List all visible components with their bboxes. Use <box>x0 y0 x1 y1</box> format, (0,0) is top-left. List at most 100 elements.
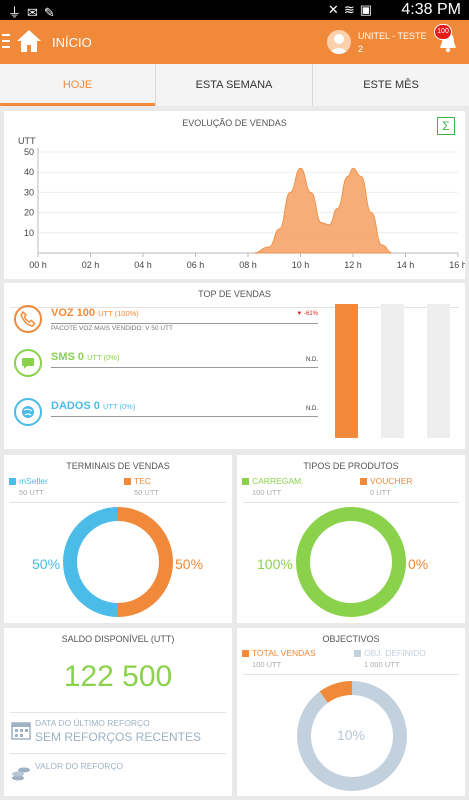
last-top-up-value: SEM REFORÇOS RECENTES <box>35 730 202 744</box>
voice-share-bar-fill <box>335 304 358 438</box>
legend-voucher: VOUCHER 0 UTT <box>360 476 413 497</box>
x-tick-label: 12 h <box>344 260 362 270</box>
voice-share-bar <box>335 304 358 438</box>
clock: 4:38 PM <box>401 1 461 18</box>
x-tick-label: 16 h <box>449 260 465 270</box>
globe-icon <box>14 398 42 426</box>
status-bar: ⏚✉✎ ✕≋▣ 4:38 PM <box>0 0 469 20</box>
x-tick-label: 04 h <box>134 260 152 270</box>
data-nd: N.D. <box>306 406 318 412</box>
sms-share-bar <box>381 304 404 438</box>
x-tick-label: 02 h <box>82 260 100 270</box>
voice-change: ▼ -61% <box>296 311 318 317</box>
tab-este-mes[interactable]: ESTE MÊS <box>363 79 419 91</box>
x-tick-label: 14 h <box>397 260 415 270</box>
divider <box>10 712 226 713</box>
tab-hoje[interactable]: HOJE <box>0 64 156 106</box>
sms-unit: UTT (0%) <box>87 353 120 362</box>
divider <box>10 307 459 308</box>
data-share-bar <box>427 304 450 438</box>
x-tick-label: 00 h <box>29 260 47 270</box>
tec-pct: 50% <box>175 556 204 572</box>
notification-icons: ⏚✉✎ <box>8 5 61 20</box>
divider <box>51 367 318 368</box>
terminals-donut <box>63 507 173 617</box>
divider <box>51 416 318 417</box>
divider <box>243 674 459 675</box>
objectives-card: OBJECTIVOS TOTAL VENDAS 100 UTT OBJ. DEF… <box>237 628 465 796</box>
chart-title: EVOLUÇÃO DE VENDAS <box>182 118 287 128</box>
y-tick-label: 30 <box>24 187 34 197</box>
legend-obj-defined: OBJ. DEFINIDO 1 000 UTT <box>354 648 426 669</box>
y-tick-label: 40 <box>24 167 34 177</box>
donut-segment <box>319 681 353 704</box>
sales-evolution-chart: 10 20 30 40 50 00 h 02 h 04 h 06 h 08 h 10 h 12 h 14… <box>24 147 465 270</box>
system-icons: ✕≋▣ <box>327 2 377 17</box>
voice-unit: UTT (100%) <box>98 309 139 318</box>
legend-tec: TEC 50 UTT <box>124 476 159 497</box>
data-label: DADOS 0 <box>51 400 100 412</box>
top-sales-title: TOP DE VENDAS <box>198 289 271 299</box>
terminals-title: TERMINAIS DE VENDAS <box>66 461 170 471</box>
user-info[interactable]: UNITEL - TESTE 2 <box>358 30 427 56</box>
objectives-title: OBJECTIVOS <box>322 634 380 644</box>
period-tabs: HOJE ESTA SEMANA ESTE MÊS <box>0 64 469 106</box>
coins-icon <box>12 767 30 781</box>
voucher-pct: 0% <box>408 556 429 572</box>
chat-icon <box>14 349 42 377</box>
y-tick-label: 20 <box>24 208 34 218</box>
y-tick-label: 50 <box>24 147 34 157</box>
x-tick-label: 06 h <box>187 260 205 270</box>
sms-label: SMS 0 <box>51 351 85 363</box>
sms-nd: N.D. <box>306 357 318 363</box>
legend-carregam: CARREGAM. 100 UTT <box>242 476 303 497</box>
voice-label: VOZ 100 <box>51 307 96 319</box>
divider <box>10 753 226 754</box>
balance-title: SALDO DISPONÍVEL (UTT) <box>61 634 175 644</box>
avatar[interactable] <box>327 30 351 54</box>
donut-segment <box>117 507 173 617</box>
notification-badge: 100 <box>434 24 452 40</box>
phone-icon <box>14 305 42 333</box>
voice-row[interactable]: VOZ 100 UTT (100%) ▼ -61% PACOTE VOZ MAI… <box>14 305 318 341</box>
tab-esta-semana[interactable]: ESTA SEMANA <box>156 64 313 106</box>
user-name: UNITEL - TESTE <box>358 31 427 41</box>
balance-card: SALDO DISPONÍVEL (UTT) 122 500 DATA DO Ú… <box>4 628 232 796</box>
legend-mseller: mSeller 50 UTT <box>9 476 48 497</box>
calendar-icon <box>11 722 31 740</box>
x-tick-label: 08 h <box>239 260 257 270</box>
mseller-pct: 50% <box>32 556 61 572</box>
product-types-title: TIPOS DE PRODUTOS <box>303 461 399 471</box>
sum-icon[interactable]: Σ <box>437 117 455 135</box>
sales-evolution-card: EVOLUÇÃO DE VENDAS Σ UTT 10 20 30 40 50 00 h 0… <box>4 111 465 279</box>
sales-area <box>253 167 393 254</box>
user-icon <box>329 34 349 54</box>
products-donut <box>296 507 406 617</box>
legend-total-sales: TOTAL VENDAS 100 UTT <box>242 648 316 669</box>
page-title: INÍCIO <box>52 35 92 50</box>
app-bar: INÍCIO UNITEL - TESTE 2 100 <box>0 20 469 64</box>
last-top-up-label: DATA DO ÚLTIMO REFORÇO <box>35 718 150 728</box>
sms-row[interactable]: SMS 0 UTT (0%) N.D. <box>14 349 318 385</box>
donut-segment <box>297 681 407 791</box>
user-id: 2 <box>358 44 364 54</box>
carregam-pct: 100% <box>257 556 293 572</box>
y-axis-label: UTT <box>18 136 36 146</box>
data-row[interactable]: DADOS 0 UTT (0%) N.D. <box>14 398 318 434</box>
divider <box>10 502 226 503</box>
sales-terminals-card: TERMINAIS DE VENDAS mSeller 50 UTT TEC 5… <box>4 455 232 623</box>
objectives-donut <box>297 681 407 791</box>
objectives-pct: 10% <box>336 727 366 743</box>
donut-segment <box>296 507 406 617</box>
y-tick-label: 10 <box>24 228 34 238</box>
data-unit: UTT (0%) <box>102 402 136 411</box>
voice-top-package: PACOTE VOZ MAIS VENDIDO: V 50 UTT <box>51 325 173 332</box>
product-types-card: TIPOS DE PRODUTOS CARREGAM. 100 UTT VOUC… <box>237 455 465 623</box>
divider <box>243 502 459 503</box>
x-tick-label: 10 h <box>292 260 310 270</box>
home-icon[interactable] <box>16 28 42 54</box>
donut-segment <box>63 507 119 617</box>
menu-icon[interactable] <box>2 34 10 48</box>
top-up-value-label: VALOR DO REFORÇO <box>35 761 124 771</box>
divider <box>51 323 318 324</box>
